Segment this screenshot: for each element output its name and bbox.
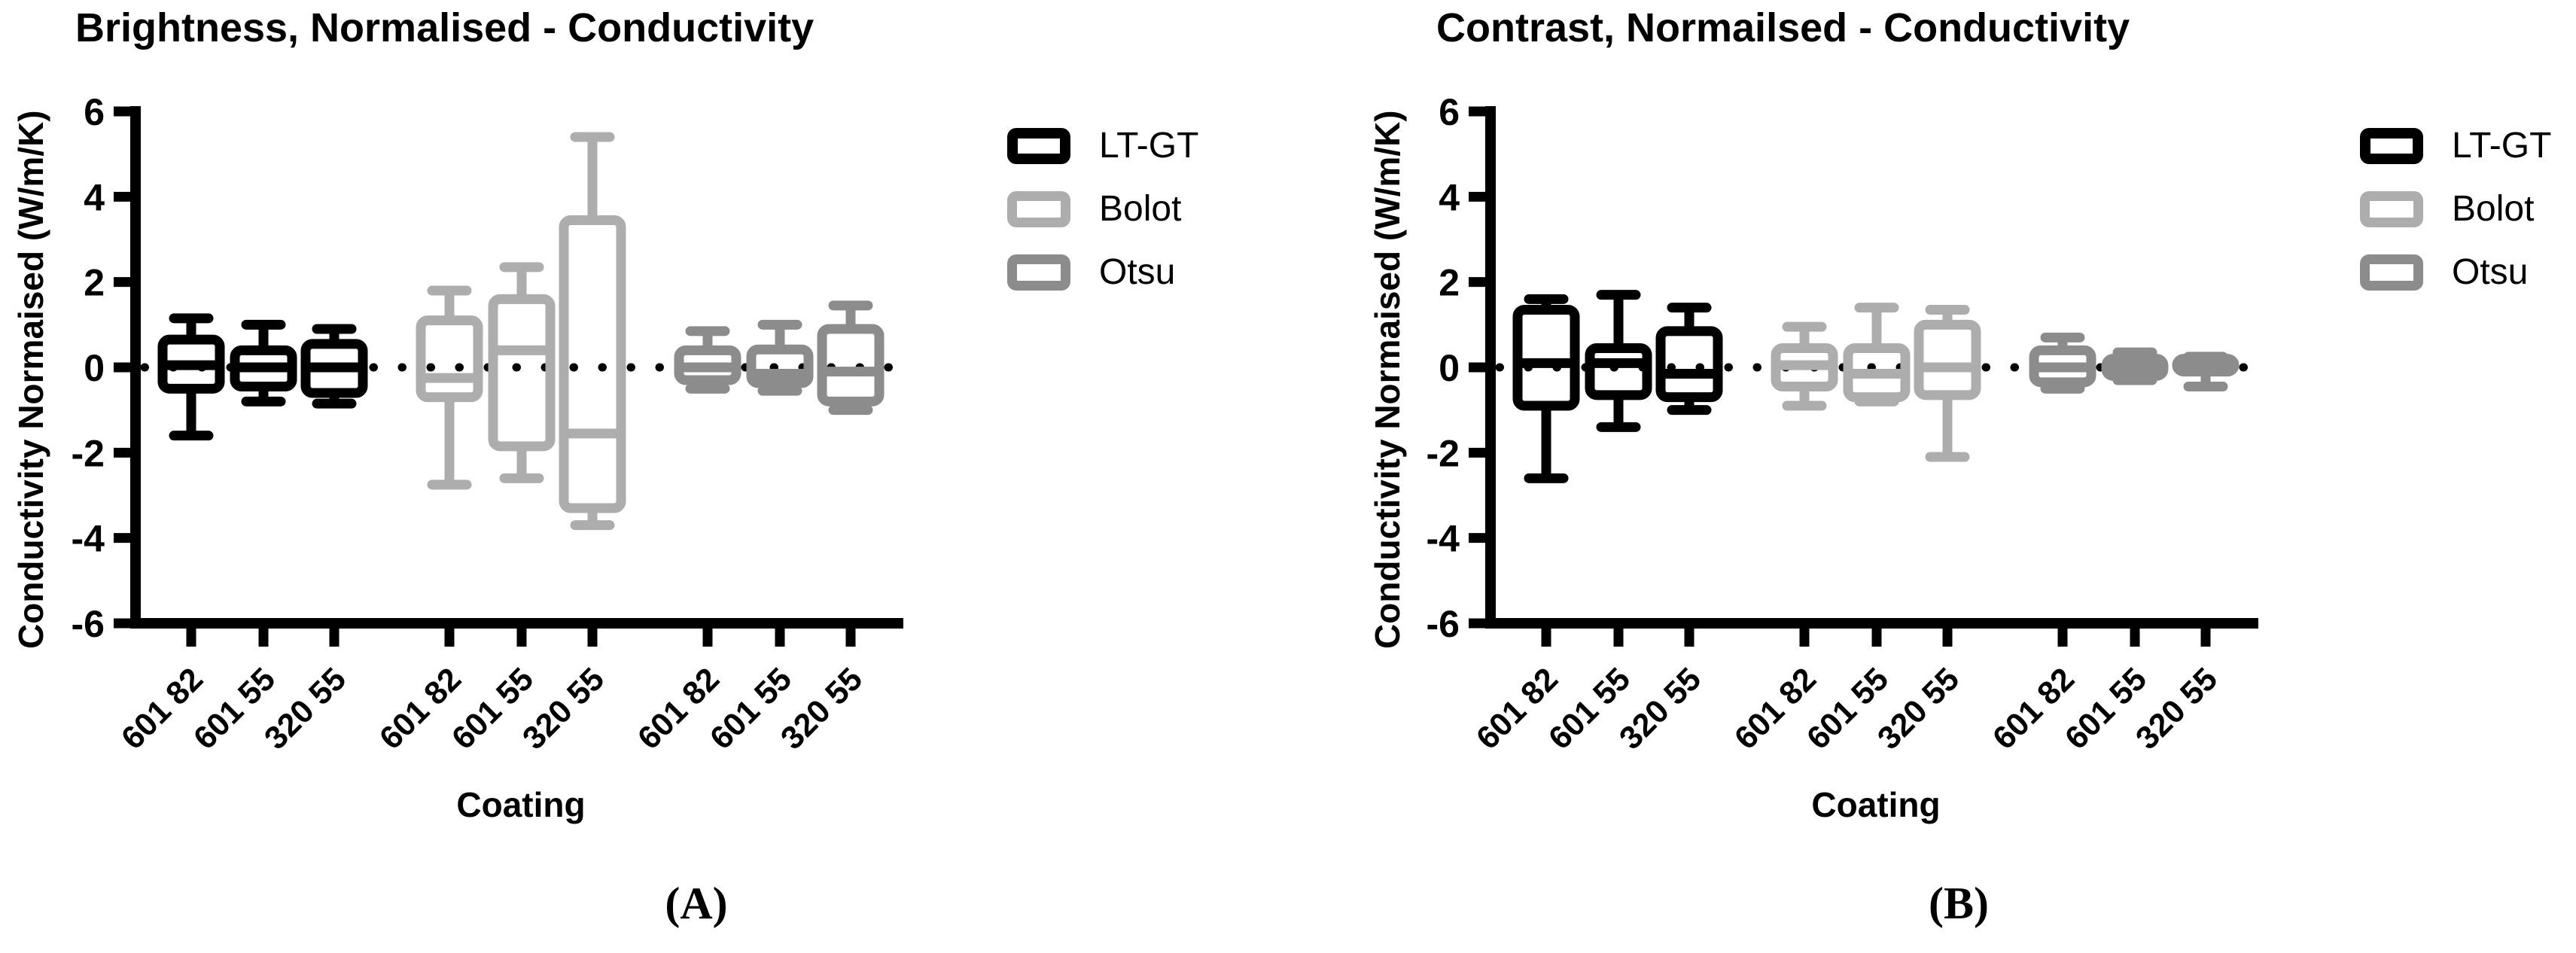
svg-text:4: 4 xyxy=(84,176,105,218)
legend-item-otsu: Otsu xyxy=(2360,251,2551,293)
chart-title-b: Contrast, Normailsed - Conductivity xyxy=(1436,5,2130,50)
panel-a: Brightness, Normalised - Conductivity Co… xyxy=(11,5,1198,928)
svg-text:-6: -6 xyxy=(1427,603,1460,645)
chart-title-a: Brightness, Normalised - Conductivity xyxy=(75,5,815,50)
legend-item-ltgt: LT-GT xyxy=(1007,125,1198,166)
svg-text:601 82: 601 82 xyxy=(373,661,468,757)
x-axis-label-b: Coating xyxy=(1811,785,1941,824)
legend-label: Otsu xyxy=(1099,252,1176,292)
legend-label: Bolot xyxy=(1099,189,1182,229)
svg-text:-4: -4 xyxy=(1427,518,1460,560)
svg-text:601 82: 601 82 xyxy=(114,661,210,757)
otsu-box-swatch xyxy=(1007,254,1070,291)
panel-b: Contrast, Normailsed - Conductivity Cond… xyxy=(1355,0,2576,953)
svg-text:0: 0 xyxy=(84,347,105,389)
svg-text:320 55: 320 55 xyxy=(1871,661,1966,757)
svg-text:2: 2 xyxy=(1439,262,1460,304)
legend-item-bolot: Bolot xyxy=(1007,188,1198,230)
legend-a: LT-GT Bolot Otsu xyxy=(1007,125,1198,315)
otsu-box-swatch xyxy=(2360,254,2423,291)
legend-b: LT-GT Bolot Otsu xyxy=(2360,125,2551,315)
svg-text:320 55: 320 55 xyxy=(2129,661,2224,757)
svg-text:2: 2 xyxy=(84,262,105,304)
svg-text:-2: -2 xyxy=(72,432,105,474)
svg-text:0: 0 xyxy=(1439,347,1460,389)
svg-text:6: 6 xyxy=(1439,91,1460,133)
svg-text:-6: -6 xyxy=(72,603,105,645)
svg-text:320 55: 320 55 xyxy=(516,661,611,757)
legend-label: Bolot xyxy=(2452,189,2535,229)
svg-text:601 82: 601 82 xyxy=(1986,661,2081,757)
legend-label: LT-GT xyxy=(1099,126,1199,166)
bolot-box-swatch xyxy=(2360,190,2423,227)
ltgt-box-swatch xyxy=(2360,127,2423,164)
svg-text:601 82: 601 82 xyxy=(1728,661,1823,757)
legend-item-bolot: Bolot xyxy=(2360,188,2551,230)
svg-text:320 55: 320 55 xyxy=(1612,661,1708,757)
legend-item-otsu: Otsu xyxy=(1007,251,1198,293)
svg-text:601 82: 601 82 xyxy=(631,661,726,757)
svg-text:-2: -2 xyxy=(1427,432,1460,474)
svg-text:320 55: 320 55 xyxy=(257,661,353,757)
svg-text:-4: -4 xyxy=(72,518,105,560)
svg-text:601 82: 601 82 xyxy=(1469,661,1565,757)
legend-item-ltgt: LT-GT xyxy=(2360,125,2551,166)
legend-label: LT-GT xyxy=(2452,126,2552,166)
svg-text:4: 4 xyxy=(1439,176,1460,218)
svg-text:6: 6 xyxy=(84,91,105,133)
ltgt-box-swatch xyxy=(1007,127,1070,164)
x-axis-label-a: Coating xyxy=(456,785,586,824)
svg-text:320 55: 320 55 xyxy=(774,661,869,757)
panel-label-a: (A) xyxy=(665,878,728,928)
panel-label-b: (B) xyxy=(1929,878,1989,928)
legend-label: Otsu xyxy=(2452,252,2529,292)
bolot-box-swatch xyxy=(1007,190,1070,227)
